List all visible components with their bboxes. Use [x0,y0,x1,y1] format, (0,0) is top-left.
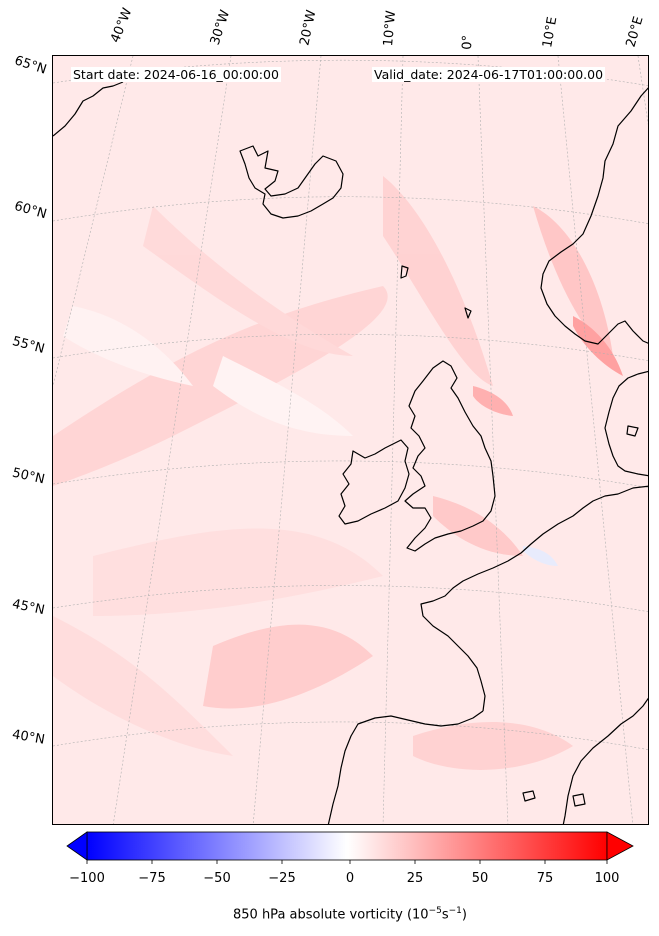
colorbar-title-prefix: 850 hPa absolute vorticity (10 [233,907,429,923]
norway-coast [540,87,648,345]
colorbar-tick-label: −50 [203,871,231,886]
iberia-coast [327,710,484,824]
colorbar-min-extension [66,831,88,861]
graticule [53,56,648,824]
valid-date-label: Valid_date: 2024-06-17T01:00:00.00 [372,67,606,82]
colorbar-gradient [86,831,608,861]
iceland-coast [239,145,344,219]
colorbar-title-suffix: ) [461,907,467,923]
greenland-coast [53,81,124,137]
colorbar-title: 850 hPa absolute vorticity (10−5s−1) [0,906,659,922]
colorbar-tick-label: 0 [345,871,355,886]
colorbar-tick-label: 75 [536,871,554,886]
ireland-coast [338,439,410,525]
coastlines [53,81,648,824]
vorticity-map [53,56,648,824]
colorbar-title-exp1: −5 [428,906,442,916]
colorbar-tick-label: −100 [69,871,105,886]
colorbar-tick-label: 100 [594,871,620,886]
vorticity-field [53,176,623,770]
colorbar-tick-label: −75 [138,871,166,886]
start-date-label: Start date: 2024-06-16_00:00:00 [71,67,281,82]
colorbar-tick-label: 50 [471,871,489,886]
colorbar-max-extension [606,831,634,861]
colorbar-tick-label: 25 [406,871,424,886]
colorbar-tick-label: −25 [268,871,296,886]
iberia-med-coast [562,697,648,824]
europe-north-coast [420,485,648,712]
colorbar-title-exp2: −1 [448,906,462,916]
denmark-coast [604,370,648,477]
great-britain-coast [404,360,496,552]
map-panel [52,55,649,825]
colorbar-title-mid: s [441,907,449,923]
